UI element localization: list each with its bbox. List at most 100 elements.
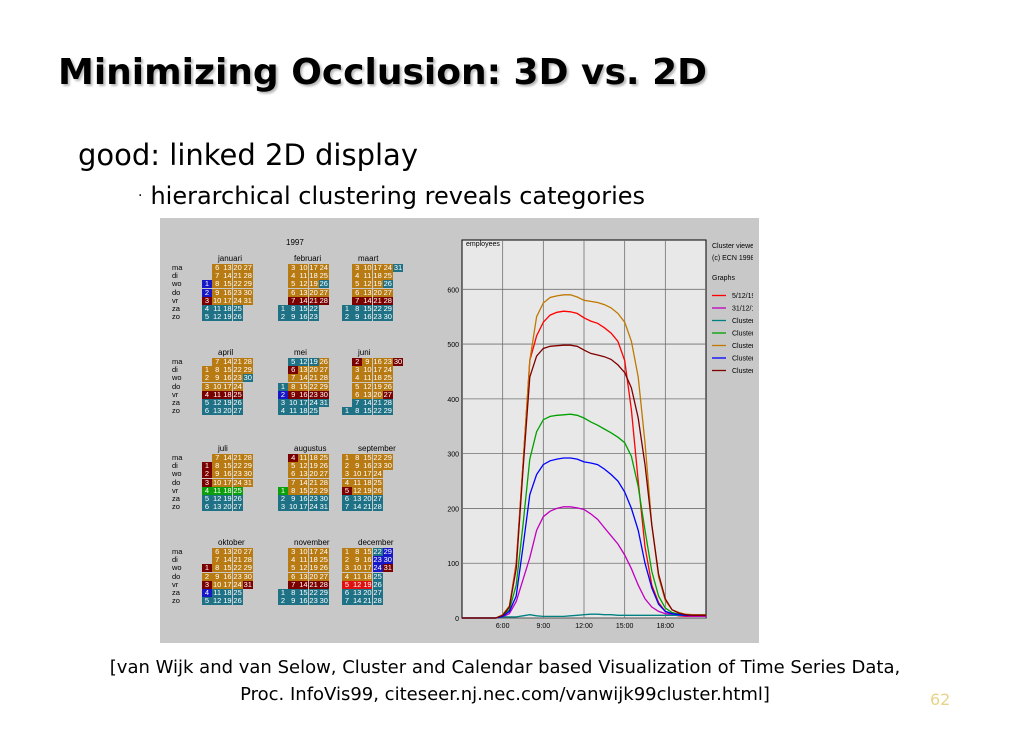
calendar-day[interactable]: 4 [342, 478, 352, 487]
calendar-day[interactable]: 13 [362, 287, 373, 297]
calendar-day[interactable]: 4 [202, 390, 212, 399]
calendar-day[interactable]: 23 [232, 373, 243, 383]
calendar-day[interactable]: 5 [352, 280, 363, 289]
calendar-day[interactable]: 13 [298, 365, 309, 375]
calendar-day[interactable]: 15 [298, 304, 309, 313]
calendar-day[interactable]: 3 [288, 264, 299, 272]
calendar-day[interactable]: 15 [362, 453, 373, 462]
calendar-day[interactable]: 19 [222, 398, 233, 407]
calendar-day[interactable]: 26 [372, 579, 383, 589]
calendar-day[interactable]: 4 [202, 486, 212, 495]
calendar-day[interactable]: 16 [298, 312, 309, 322]
calendar-day[interactable]: 24 [382, 263, 393, 272]
calendar-day[interactable]: 9 [212, 288, 223, 297]
calendar-day[interactable]: 17 [372, 365, 383, 375]
calendar-day[interactable]: 11 [298, 555, 309, 565]
calendar-day[interactable]: 7 [212, 556, 223, 565]
calendar-day[interactable]: 15 [362, 304, 373, 313]
calendar-day[interactable]: 10 [352, 469, 363, 479]
calendar-day[interactable]: 21 [308, 373, 319, 383]
calendar-day[interactable]: 23 [308, 596, 319, 606]
calendar-day[interactable]: 3 [278, 503, 288, 512]
calendar-day[interactable]: 14 [352, 502, 363, 512]
calendar-day[interactable]: 1 [342, 548, 352, 556]
calendar-day[interactable]: 23 [382, 357, 393, 366]
calendar-day[interactable]: 29 [242, 279, 253, 289]
calendar-day[interactable]: 8 [288, 382, 299, 391]
calendar-day[interactable]: 23 [372, 461, 383, 471]
calendar-day[interactable]: 23 [232, 571, 243, 581]
calendar-day[interactable]: 29 [242, 461, 253, 471]
calendar-day[interactable]: 6 [212, 548, 223, 556]
calendar-day[interactable]: 11 [352, 477, 363, 487]
calendar-day[interactable]: 9 [352, 556, 363, 565]
calendar-day[interactable]: 18 [298, 406, 309, 416]
calendar-day[interactable]: 6 [352, 288, 363, 297]
calendar-day[interactable]: 7 [288, 296, 299, 305]
calendar-day[interactable]: 13 [298, 287, 309, 297]
calendar-day[interactable]: 26 [318, 357, 329, 366]
calendar-day[interactable]: 5 [288, 564, 299, 573]
calendar-day[interactable]: 5 [202, 495, 212, 503]
calendar-day[interactable]: 15 [362, 547, 373, 556]
calendar-day[interactable]: 20 [308, 365, 319, 375]
calendar-day[interactable]: 20 [222, 406, 233, 416]
calendar-day[interactable]: 10 [288, 398, 299, 407]
calendar-day[interactable]: 16 [298, 494, 309, 503]
calendar-day[interactable]: 3 [202, 296, 212, 305]
calendar-day[interactable]: 17 [362, 469, 373, 479]
calendar-day[interactable]: 2 [342, 556, 352, 565]
calendar-day[interactable]: 22 [232, 365, 243, 375]
calendar-day[interactable]: 21 [308, 477, 319, 487]
calendar-day[interactable]: 14 [362, 398, 373, 407]
calendar-day[interactable]: 1 [202, 366, 212, 375]
calendar-day[interactable]: 25 [232, 485, 243, 495]
calendar-day[interactable]: 22 [372, 453, 383, 462]
calendar-day[interactable]: 30 [242, 373, 253, 383]
calendar-day[interactable]: 10 [362, 365, 373, 375]
calendar-day[interactable]: 4 [202, 305, 212, 313]
calendar-day[interactable]: 18 [222, 588, 233, 597]
calendar-day[interactable]: 13 [222, 547, 233, 556]
calendar-day[interactable]: 3 [342, 470, 352, 479]
calendar-day[interactable]: 10 [212, 295, 223, 305]
calendar-day[interactable]: 21 [232, 271, 243, 281]
calendar-day[interactable]: 3 [202, 478, 212, 487]
calendar-day[interactable]: 21 [372, 295, 383, 305]
calendar-day[interactable]: 19 [372, 381, 383, 391]
calendar-day[interactable]: 5 [288, 462, 299, 471]
calendar-day[interactable]: 14 [298, 477, 309, 487]
calendar-day[interactable]: 19 [372, 279, 383, 289]
calendar-day[interactable]: 23 [372, 555, 383, 565]
calendar-day[interactable]: 22 [372, 406, 383, 416]
calendar-day[interactable]: 27 [318, 469, 329, 479]
calendar-day[interactable]: 10 [298, 263, 309, 272]
calendar-day[interactable]: 9 [362, 358, 373, 366]
calendar-day[interactable]: 19 [222, 312, 233, 322]
calendar-day[interactable]: 6 [202, 503, 212, 512]
calendar-day[interactable]: 11 [212, 485, 223, 495]
calendar-day[interactable]: 18 [362, 571, 373, 581]
calendar-day[interactable]: 10 [288, 502, 299, 512]
calendar-day[interactable]: 8 [212, 366, 223, 375]
calendar-day[interactable]: 15 [298, 381, 309, 391]
calendar-day[interactable]: 30 [318, 596, 329, 606]
calendar-day[interactable]: 25 [372, 571, 383, 581]
calendar-day[interactable]: 5 [352, 382, 363, 391]
calendar-day[interactable]: 14 [222, 555, 233, 565]
calendar-day[interactable]: 2 [202, 470, 212, 479]
calendar-day[interactable]: 31 [318, 502, 329, 512]
calendar-day[interactable]: 5 [342, 486, 352, 495]
calendar-day[interactable]: 21 [308, 579, 319, 589]
calendar-day[interactable]: 7 [212, 454, 223, 462]
calendar-day[interactable]: 12 [362, 381, 373, 391]
calendar-day[interactable]: 2 [202, 288, 212, 297]
calendar-day[interactable]: 14 [352, 596, 363, 606]
calendar-day[interactable]: 26 [232, 494, 243, 503]
calendar-day[interactable]: 4 [202, 589, 212, 597]
calendar-day[interactable]: 3 [352, 264, 363, 272]
calendar-day[interactable]: 4 [352, 374, 363, 383]
calendar-day[interactable]: 26 [382, 381, 393, 391]
calendar-day[interactable]: 23 [308, 312, 319, 322]
calendar-day[interactable]: 27 [372, 494, 383, 503]
